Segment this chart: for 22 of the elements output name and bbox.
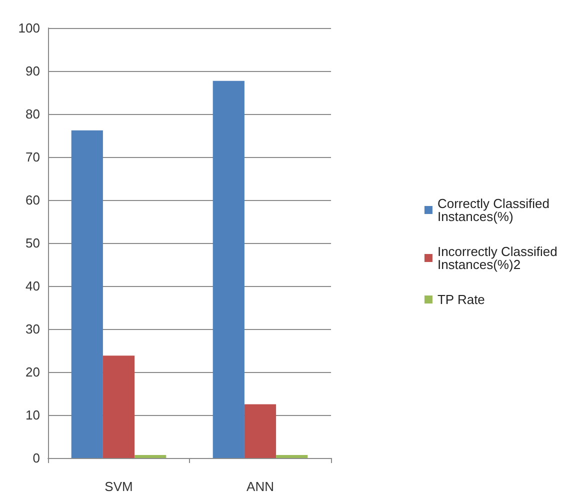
y-tick-label: 90 <box>26 64 40 78</box>
legend-label: Incorrectly Classified Instances(%)2 <box>437 244 562 272</box>
y-tick-label: 0 <box>32 450 40 466</box>
y-tick-label: 10 <box>26 408 40 422</box>
y-tick-label: 80 <box>26 106 40 122</box>
bar <box>244 404 276 458</box>
y-tick-label: 40 <box>26 278 40 294</box>
y-tick-label: 100 <box>18 20 40 36</box>
y-tick-label: 60 <box>26 192 40 208</box>
bar <box>212 80 244 458</box>
x-tick-label: SVM <box>104 479 133 494</box>
y-tick-label: 20 <box>26 364 40 380</box>
x-tick-label: ANN <box>246 479 274 494</box>
y-tick-label: 30 <box>26 322 40 336</box>
y-tick-label: 70 <box>26 150 40 164</box>
bar <box>276 454 308 458</box>
y-tick-label: 50 <box>26 236 40 250</box>
legend-label: TP Rate <box>437 292 485 307</box>
bar <box>102 356 135 458</box>
legend-label: Correctly Classified Instances(%) <box>437 196 554 224</box>
bar <box>71 130 103 458</box>
bar <box>134 454 166 458</box>
